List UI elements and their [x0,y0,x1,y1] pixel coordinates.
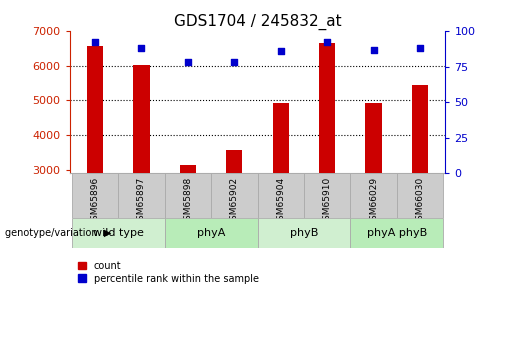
Text: GSM65910: GSM65910 [322,177,332,226]
Bar [87,46,103,173]
Point [369,47,377,52]
Bar [272,103,289,173]
Bar [350,173,397,218]
Text: phyB: phyB [290,228,318,238]
Text: phyA: phyA [197,228,225,238]
Bar [226,150,243,173]
Legend: count, percentile rank within the sample: count, percentile rank within the sample [74,257,263,287]
Title: GDS1704 / 245832_at: GDS1704 / 245832_at [174,13,341,30]
Bar [72,218,165,248]
Point [230,60,238,65]
Bar [133,65,149,173]
Text: GSM66030: GSM66030 [416,177,424,226]
Bar [118,173,165,218]
Bar [412,85,428,173]
Text: genotype/variation  ▶: genotype/variation ▶ [5,228,112,238]
Bar [180,165,196,173]
Point [138,45,146,51]
Text: GSM65902: GSM65902 [230,177,239,226]
Bar [258,218,350,248]
Text: GSM65898: GSM65898 [183,177,193,226]
Bar [72,173,118,218]
Text: GSM65896: GSM65896 [91,177,99,226]
Bar [165,218,258,248]
Text: GSM65904: GSM65904 [276,177,285,226]
Text: wild type: wild type [93,228,144,238]
Bar [211,173,258,218]
Bar [258,173,304,218]
Text: GSM65897: GSM65897 [137,177,146,226]
Text: GSM66029: GSM66029 [369,177,378,226]
Point [91,40,99,45]
Point [184,60,192,65]
Bar [319,43,335,173]
Bar [165,173,211,218]
Point [277,48,285,54]
Bar [366,103,382,173]
Bar [397,173,443,218]
Bar [304,173,350,218]
Point [323,40,331,45]
Point [416,45,424,51]
Text: phyA phyB: phyA phyB [367,228,427,238]
Bar [350,218,443,248]
